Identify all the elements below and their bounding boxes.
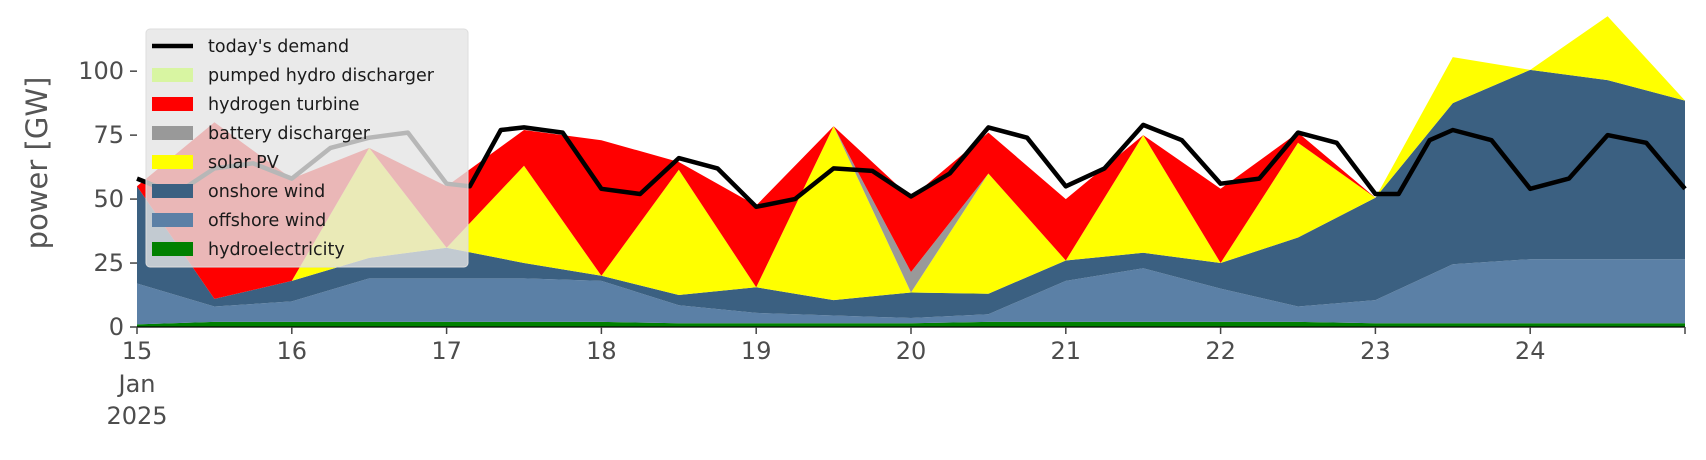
- legend-entry-today-s-demand: today's demand: [152, 37, 349, 57]
- y-axis-label: power [GW]: [20, 77, 54, 250]
- legend-swatch: [152, 126, 193, 140]
- legend-swatch: [152, 184, 193, 198]
- x-tick-label: 21: [1051, 337, 1082, 365]
- x-tick-label: 24: [1515, 337, 1546, 365]
- x-tick-sublabel-year: 2025: [106, 402, 167, 430]
- legend-entry-hydrogen-turbine: hydrogen turbine: [152, 95, 360, 115]
- x-tick-label: 15: [122, 337, 153, 365]
- legend-label: today's demand: [208, 37, 349, 57]
- y-tick-label: 25: [93, 249, 124, 277]
- y-tick-label: 75: [93, 121, 124, 149]
- y-tick-label: 100: [78, 57, 124, 85]
- legend-label: hydrogen turbine: [208, 95, 360, 115]
- legend-label: battery discharger: [208, 124, 371, 144]
- legend-entry-solar-pv: solar PV: [152, 153, 279, 173]
- x-tick-sublabel-month: Jan: [117, 370, 156, 398]
- legend-label: pumped hydro discharger: [208, 66, 435, 86]
- x-tick-label: 17: [431, 337, 462, 365]
- x-tick-label: 18: [586, 337, 617, 365]
- area-hydroelectricity: [137, 321, 1685, 327]
- legend-entry-offshore-wind: offshore wind: [152, 211, 326, 231]
- legend: today's demand pumped hydro discharger hyd…: [145, 28, 469, 268]
- x-tick-label: 22: [1205, 337, 1236, 365]
- area-solar-pv: [137, 16, 1685, 301]
- legend-swatch: [152, 213, 193, 227]
- y-tick-label: 50: [93, 185, 124, 213]
- area-offshore-wind: [137, 259, 1685, 325]
- legend-swatch: [152, 242, 193, 256]
- legend-label: offshore wind: [208, 211, 326, 231]
- x-tick-label: 20: [896, 337, 927, 365]
- legend-entry-pumped-hydro-discharger: pumped hydro discharger: [152, 66, 435, 86]
- legend-swatch: [152, 155, 193, 169]
- legend-swatch: [152, 97, 193, 111]
- legend-entry-onshore-wind: onshore wind: [152, 182, 325, 202]
- y-tick-label: 0: [109, 313, 124, 341]
- legend-entry-battery-discharger: battery discharger: [152, 124, 371, 144]
- axes: 0 25 50 75 100 15 Jan 2025 16 17 18 19 20 21 22 23 24: [78, 57, 1686, 430]
- legend-entry-hydroelectricity: hydroelectricity: [152, 240, 345, 260]
- stacked-areas: [137, 16, 1685, 327]
- legend-box: [145, 28, 469, 268]
- x-tick-label: 16: [277, 337, 308, 365]
- legend-swatch: [152, 68, 193, 82]
- x-tick-label: 19: [741, 337, 772, 365]
- area-hydrogen-turbine: [137, 16, 1685, 299]
- x-tick-label: 23: [1360, 337, 1391, 365]
- legend-label: hydroelectricity: [208, 240, 345, 260]
- legend-label: solar PV: [208, 153, 279, 173]
- area-onshore-wind: [137, 69, 1685, 319]
- legend-label: onshore wind: [208, 182, 325, 202]
